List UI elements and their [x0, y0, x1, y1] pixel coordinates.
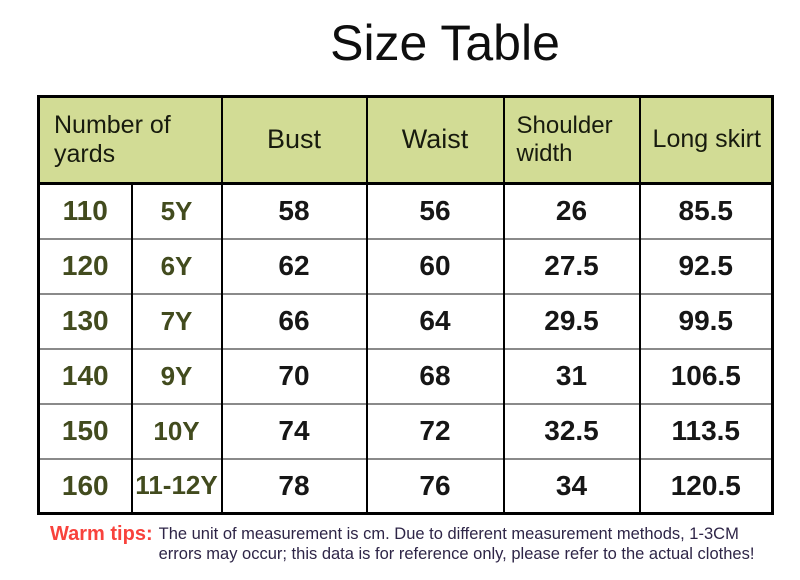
size-table: Number of yards Bust Waist Shoulder widt…: [37, 95, 774, 515]
warm-tips-text: The unit of measurement is cm. Due to di…: [158, 525, 755, 563]
cell-age: 5Y: [130, 183, 222, 239]
cell-bust: 70: [220, 347, 367, 404]
header-number-of-yards: Number of yards: [38, 96, 222, 185]
table-row: 130 7Y 66 64 29.5 99.5: [38, 292, 773, 349]
cell-age: 10Y: [130, 402, 222, 459]
cell-long-skirt: 92.5: [638, 237, 773, 294]
cell-shoulder: 32.5: [502, 402, 640, 459]
cell-waist: 76: [365, 457, 504, 514]
cell-size: 140: [38, 347, 132, 404]
page-title: Size Table: [330, 15, 560, 71]
table-row: 140 9Y 70 68 31 106.5: [38, 347, 773, 404]
table-row: 110 5Y 58 56 26 85.5: [39, 183, 773, 239]
table-row: 150 10Y 74 72 32.5 113.5: [38, 402, 773, 459]
cell-waist: 56: [365, 183, 504, 239]
cell-shoulder: 34: [502, 457, 640, 514]
table-row: 160 11-12Y 78 76 34 120.5: [38, 457, 773, 514]
cell-age: 6Y: [130, 237, 222, 294]
warm-tips: Warm tips: The unit of measurement is cm…: [50, 524, 765, 564]
cell-waist: 72: [365, 402, 504, 459]
table-row: 120 6Y 62 60 27.5 92.5: [38, 237, 773, 294]
header-long-skirt: Long skirt: [638, 96, 773, 185]
cell-long-skirt: 99.5: [638, 292, 773, 349]
cell-age: 11-12Y: [130, 457, 222, 514]
cell-size: 110: [62, 195, 108, 227]
cell-shoulder: 27.5: [502, 237, 640, 294]
cell-size: 150: [38, 402, 132, 459]
cell-waist: 60: [365, 237, 504, 294]
header-waist: Waist: [365, 96, 504, 185]
cell-age: 9Y: [130, 347, 222, 404]
cell-bust: 62: [220, 237, 367, 294]
cell-size: 130: [38, 292, 132, 349]
cell-bust: 58: [220, 183, 367, 239]
cell-waist: 64: [365, 292, 504, 349]
cell-shoulder: 29.5: [502, 292, 640, 349]
cell-age: 7Y: [130, 292, 222, 349]
warm-tips-label: Warm tips:: [50, 523, 153, 545]
cell-long-skirt: 120.5: [638, 457, 773, 514]
cell-bust: 66: [220, 292, 367, 349]
cell-bust: 74: [220, 402, 367, 459]
header-row: Number of yards Bust Waist Shoulder widt…: [38, 96, 773, 185]
cell-size: 160: [38, 457, 132, 514]
cell-bust: 78: [220, 457, 367, 514]
cell-long-skirt: 113.5: [638, 402, 773, 459]
cell-long-skirt: 85.5: [638, 183, 773, 239]
cell-waist: 68: [365, 347, 504, 404]
cell-shoulder: 26: [502, 183, 640, 239]
header-shoulder-width: Shoulder width: [502, 96, 640, 185]
cell-size: 120: [38, 237, 132, 294]
header-bust: Bust: [220, 96, 367, 185]
cell-shoulder: 31: [502, 347, 640, 404]
cell-long-skirt: 106.5: [638, 347, 773, 404]
